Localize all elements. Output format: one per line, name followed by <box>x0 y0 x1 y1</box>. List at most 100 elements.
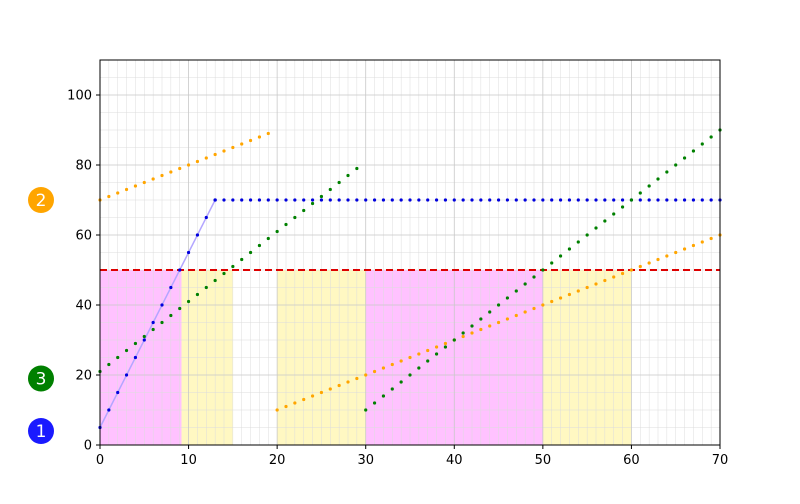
series-3-point <box>443 345 448 349</box>
series-2-point <box>514 313 518 318</box>
series-1-point <box>691 198 696 202</box>
series-1-point <box>213 198 217 202</box>
series-3-point <box>195 292 200 297</box>
series-1-point <box>461 198 465 202</box>
series-3-point <box>186 299 191 304</box>
series-1-point <box>372 198 377 202</box>
y-tick-label: 100 <box>67 89 92 104</box>
series-1-point <box>275 198 279 202</box>
x-tick-label: 60 <box>623 453 640 468</box>
series-2-point <box>408 355 412 360</box>
series-1-point <box>346 198 350 202</box>
series-3-point <box>222 271 226 276</box>
series-2-point <box>505 317 510 321</box>
series-3-point <box>240 257 244 262</box>
series-2-point <box>186 163 191 167</box>
series-3-point <box>319 194 324 199</box>
series-2-point <box>656 257 660 262</box>
series-1-point <box>169 285 173 290</box>
series-3-point <box>372 401 377 405</box>
series-3-point <box>107 362 111 367</box>
series-3-point <box>257 243 262 248</box>
series-3-point <box>248 250 253 255</box>
series-badges: 1 2 3 <box>28 187 54 444</box>
series-2-point <box>638 264 642 269</box>
series-2-point <box>426 348 430 353</box>
series-2-point <box>434 345 439 349</box>
series-3-badge <box>28 365 54 392</box>
series-3-point <box>496 303 501 307</box>
series-1-point <box>443 198 448 202</box>
series-1-point <box>257 198 262 202</box>
series-1-point <box>550 198 554 202</box>
series-1-point <box>523 198 527 202</box>
series-2-point <box>567 292 572 297</box>
series-2-point <box>470 331 474 335</box>
series-3-point <box>169 313 173 318</box>
series-1-point <box>231 198 235 202</box>
series-3-point <box>231 264 235 269</box>
series-3-point <box>364 408 368 412</box>
series-2-point <box>160 173 164 178</box>
series-2-point <box>496 320 501 325</box>
series-1-point <box>603 198 607 202</box>
series-3-point <box>523 282 527 286</box>
series-3-point <box>160 320 164 325</box>
series-2-point <box>319 390 324 395</box>
series-3-point <box>665 170 669 174</box>
series-1-connecting-line <box>99 199 216 428</box>
series-1-point <box>532 198 536 202</box>
series-1-point <box>647 198 651 202</box>
series-1-point <box>567 198 572 202</box>
x-tick-label: 0 <box>96 453 104 468</box>
series-2-point <box>222 149 226 153</box>
series-1-point <box>133 355 138 360</box>
series-1-badge <box>28 418 54 444</box>
series-2-point <box>257 135 262 139</box>
series-3-point <box>603 219 607 223</box>
series-2-point <box>417 352 421 356</box>
series-3-point <box>647 184 651 188</box>
series-1-point <box>417 198 421 202</box>
plot-frame <box>99 59 721 446</box>
series-1-point <box>337 198 341 202</box>
series-2-point <box>231 145 235 150</box>
series-3-badge-label: 3 <box>36 370 47 390</box>
x-tick-label: 30 <box>357 453 374 468</box>
series-1-point <box>284 198 288 202</box>
series-2-point <box>372 369 377 374</box>
series-3-point <box>479 317 483 321</box>
series-3-point <box>116 355 120 360</box>
series-2-point <box>284 404 288 409</box>
series-1-point <box>541 198 545 202</box>
connecting-lines <box>99 199 216 428</box>
series-1-point <box>470 198 474 202</box>
series-2-point <box>550 299 554 304</box>
series-1-point <box>496 198 501 202</box>
series-2-point <box>665 254 669 258</box>
series-3-point <box>426 359 430 363</box>
series-3-point <box>133 341 138 346</box>
series-2-point <box>674 250 678 255</box>
y-tick-label: 0 <box>84 439 92 454</box>
series-3-point <box>691 149 696 153</box>
series-2-point <box>576 289 580 293</box>
series-2-point <box>620 271 625 276</box>
series-1-point <box>178 268 182 272</box>
series-2-point <box>443 341 448 346</box>
series-2-badge-label: 2 <box>36 191 47 211</box>
series-3-point <box>620 205 625 209</box>
series-3-point <box>408 373 412 377</box>
series-2-point <box>248 138 253 143</box>
series-2-point <box>532 306 536 311</box>
series-3-point <box>381 394 386 398</box>
series-3-point <box>284 222 288 227</box>
x-tick-label: 70 <box>712 453 729 468</box>
series-3-point <box>550 261 554 265</box>
series-2-point <box>293 401 297 405</box>
y-tick-label: 20 <box>75 369 92 384</box>
series-2-point <box>682 247 687 251</box>
series-2-point <box>195 159 200 164</box>
series-2-point <box>594 282 598 286</box>
